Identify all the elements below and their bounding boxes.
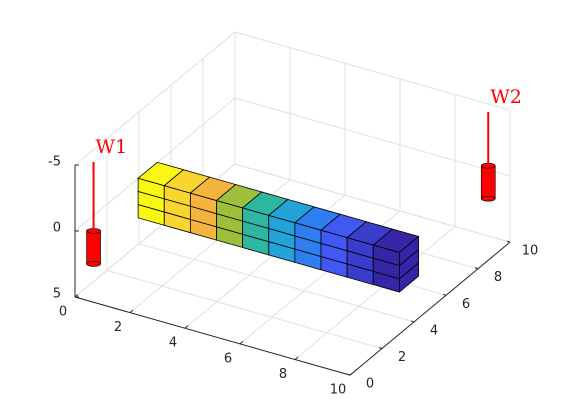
well-bottom	[480, 195, 496, 202]
well-bottom	[86, 261, 101, 267]
x-tick-label: 0	[59, 305, 67, 320]
x-tick-label: 2	[114, 320, 122, 335]
x-axis	[74, 296, 351, 376]
y-tick	[410, 320, 415, 323]
y-tick	[346, 373, 351, 376]
well-body	[480, 165, 496, 199]
grid-line	[138, 243, 415, 323]
z-tick-label: -5	[48, 155, 61, 170]
x-tick-label: 8	[279, 367, 287, 382]
x-tick-label: 6	[224, 351, 232, 366]
x-tick	[129, 309, 134, 314]
y-tick	[442, 293, 447, 296]
grid-line	[106, 269, 383, 349]
x-tick	[184, 325, 189, 329]
x-tick	[294, 356, 299, 360]
well-label: W2	[490, 86, 522, 108]
grid-line	[234, 163, 511, 243]
y-tick-label: 10	[522, 244, 539, 259]
x-tick-label: 4	[169, 336, 177, 351]
y-axis	[349, 241, 511, 376]
grid-line	[234, 31, 511, 111]
z-tick-label: 0	[53, 221, 61, 236]
well-body	[86, 230, 101, 265]
grid-line	[74, 31, 236, 166]
y-tick-label: 6	[462, 297, 470, 312]
x-tick	[349, 372, 354, 376]
well-label: W1	[96, 136, 128, 158]
y-tick-label: 0	[366, 377, 374, 392]
z-tick-label: 5	[53, 287, 61, 302]
y-tick	[506, 240, 511, 243]
y-tick-label: 2	[398, 350, 406, 365]
grid-line	[234, 97, 511, 177]
x-tick-label: 10	[330, 383, 347, 398]
y-tick-label: 8	[494, 270, 502, 285]
y-tick-label: 4	[430, 323, 438, 338]
y-tick	[474, 267, 479, 270]
x-tick	[239, 340, 244, 345]
grid-line	[294, 226, 456, 360]
cell-side	[398, 262, 419, 293]
y-tick	[378, 347, 383, 349]
